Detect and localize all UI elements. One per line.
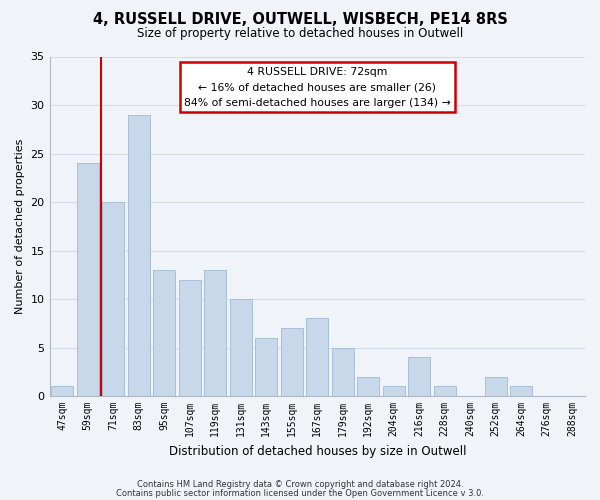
Text: Contains public sector information licensed under the Open Government Licence v : Contains public sector information licen… bbox=[116, 488, 484, 498]
Bar bbox=[434, 386, 455, 396]
Bar bbox=[256, 338, 277, 396]
Bar bbox=[128, 114, 149, 396]
Bar bbox=[179, 280, 200, 396]
Bar bbox=[230, 299, 251, 396]
Bar bbox=[409, 357, 430, 396]
Bar bbox=[485, 376, 506, 396]
Bar bbox=[358, 376, 379, 396]
Text: 4 RUSSELL DRIVE: 72sqm
← 16% of detached houses are smaller (26)
84% of semi-det: 4 RUSSELL DRIVE: 72sqm ← 16% of detached… bbox=[184, 66, 451, 108]
Bar bbox=[511, 386, 532, 396]
Bar bbox=[307, 318, 328, 396]
Bar bbox=[332, 348, 353, 396]
Bar bbox=[281, 328, 302, 396]
Text: Contains HM Land Registry data © Crown copyright and database right 2024.: Contains HM Land Registry data © Crown c… bbox=[137, 480, 463, 489]
X-axis label: Distribution of detached houses by size in Outwell: Distribution of detached houses by size … bbox=[169, 444, 466, 458]
Bar bbox=[154, 270, 175, 396]
Bar bbox=[103, 202, 124, 396]
Bar bbox=[383, 386, 404, 396]
Bar bbox=[77, 163, 98, 396]
Text: Size of property relative to detached houses in Outwell: Size of property relative to detached ho… bbox=[137, 28, 463, 40]
Text: 4, RUSSELL DRIVE, OUTWELL, WISBECH, PE14 8RS: 4, RUSSELL DRIVE, OUTWELL, WISBECH, PE14… bbox=[92, 12, 508, 28]
Bar bbox=[205, 270, 226, 396]
Y-axis label: Number of detached properties: Number of detached properties bbox=[15, 138, 25, 314]
Bar bbox=[52, 386, 73, 396]
